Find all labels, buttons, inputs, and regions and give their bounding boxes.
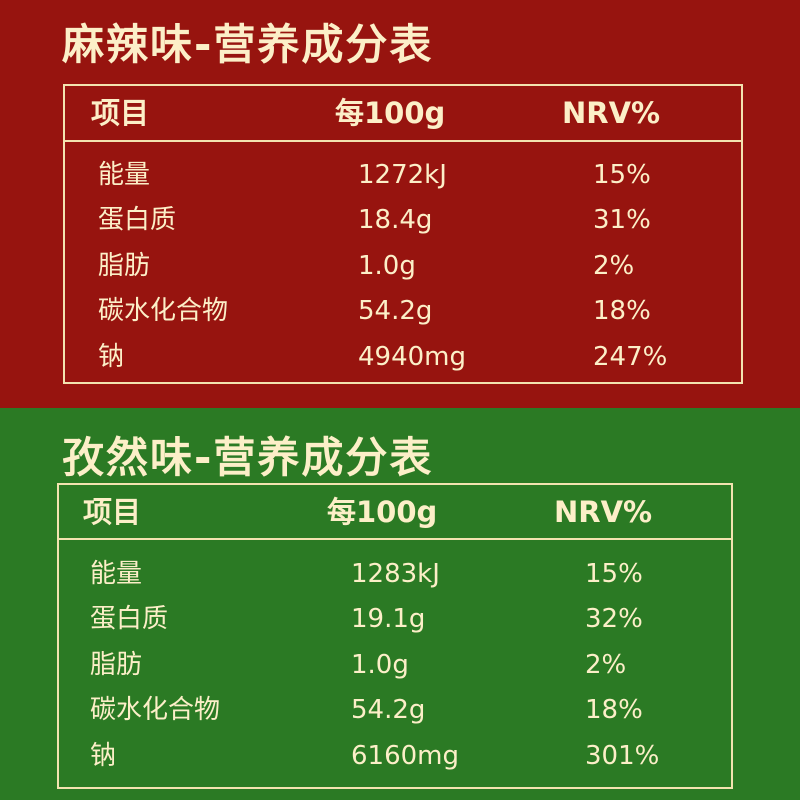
nutrient-nrv: 2% — [585, 650, 627, 680]
table-row: 能量 1272kJ 15% — [65, 152, 741, 198]
nutrient-nrv: 18% — [585, 695, 643, 725]
table-row: 脂肪 1.0g 2% — [59, 642, 731, 688]
cumin-flavor-panel: 孜然味-营养成分表 项目 每100g NRV% 能量 1283kJ 15% 蛋白… — [0, 408, 800, 800]
table-row: 碳水化合物 54.2g 18% — [65, 288, 741, 334]
nutrient-value: 18.4g — [358, 205, 433, 235]
nutrient-name: 碳水化合物 — [90, 695, 221, 725]
header-per100g: 每100g — [335, 96, 446, 130]
table-row: 脂肪 1.0g 2% — [65, 243, 741, 289]
nutrient-nrv: 15% — [593, 160, 651, 190]
nutrient-name: 脂肪 — [90, 650, 143, 680]
nutrient-value: 1.0g — [358, 251, 416, 281]
nutrient-value: 1272kJ — [358, 160, 447, 190]
table-row: 蛋白质 18.4g 31% — [65, 197, 741, 243]
nutrient-name: 能量 — [90, 559, 143, 589]
table-row: 能量 1283kJ 15% — [59, 551, 731, 597]
nutrient-nrv: 15% — [585, 559, 643, 589]
nutrition-table: 项目 每100g NRV% 能量 1283kJ 15% 蛋白质 19.1g 32… — [57, 483, 733, 789]
table-row: 蛋白质 19.1g 32% — [59, 596, 731, 642]
table-row: 钠 6160mg 301% — [59, 733, 731, 779]
nutrient-value: 4940mg — [358, 342, 466, 372]
header-nrv: NRV% — [554, 495, 653, 529]
nutrient-name: 碳水化合物 — [98, 296, 229, 326]
nutrient-nrv: 32% — [585, 604, 643, 634]
table-header-row: 项目 每100g NRV% — [65, 86, 741, 142]
nutrient-name: 蛋白质 — [90, 604, 169, 634]
header-item: 项目 — [83, 495, 142, 529]
spicy-flavor-panel: 麻辣味-营养成分表 项目 每100g NRV% 能量 1272kJ 15% 蛋白… — [0, 0, 800, 408]
nutrient-nrv: 31% — [593, 205, 651, 235]
header-nrv: NRV% — [562, 96, 661, 130]
nutrition-table: 项目 每100g NRV% 能量 1272kJ 15% 蛋白质 18.4g 31… — [63, 84, 743, 384]
nutrient-name: 能量 — [98, 160, 151, 190]
nutrient-name: 钠 — [90, 741, 117, 771]
nutrient-value: 54.2g — [351, 695, 426, 725]
header-item: 项目 — [91, 96, 150, 130]
nutrient-nrv: 301% — [585, 741, 660, 771]
nutrient-nrv: 18% — [593, 296, 651, 326]
nutrient-name: 钠 — [98, 342, 125, 372]
header-per100g: 每100g — [327, 495, 438, 529]
nutrient-nrv: 2% — [593, 251, 635, 281]
nutrient-value: 1283kJ — [351, 559, 440, 589]
nutrient-value: 19.1g — [351, 604, 426, 634]
panel-title: 孜然味-营养成分表 — [62, 433, 434, 482]
nutrient-value: 1.0g — [351, 650, 409, 680]
nutrient-value: 6160mg — [351, 741, 459, 771]
nutrient-value: 54.2g — [358, 296, 433, 326]
nutrient-nrv: 247% — [593, 342, 668, 372]
table-row: 钠 4940mg 247% — [65, 334, 741, 380]
table-header-row: 项目 每100g NRV% — [59, 485, 731, 540]
nutrient-name: 脂肪 — [98, 251, 151, 281]
table-row: 碳水化合物 54.2g 18% — [59, 687, 731, 733]
nutrient-name: 蛋白质 — [98, 205, 177, 235]
panel-title: 麻辣味-营养成分表 — [62, 20, 434, 69]
